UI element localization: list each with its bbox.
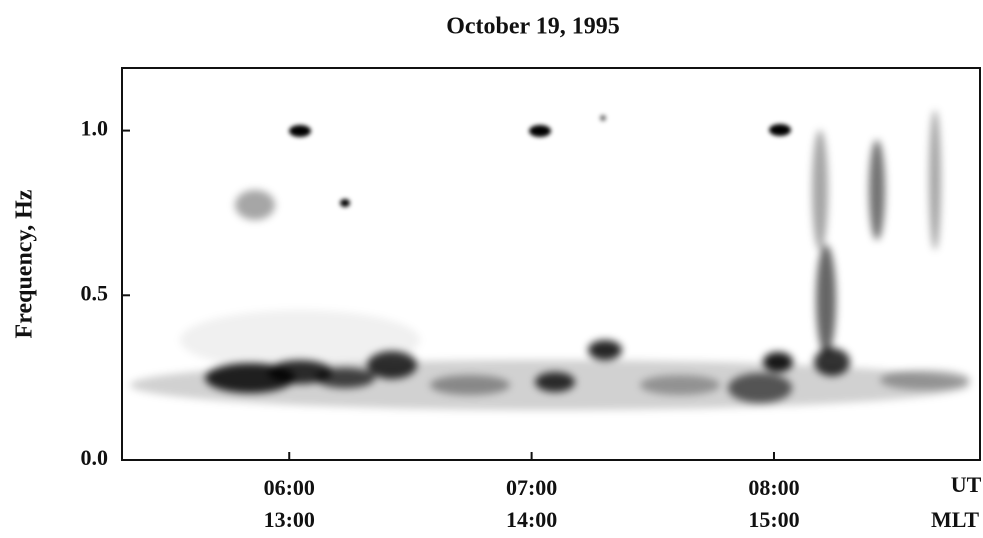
y-tick-label: 0.0	[81, 445, 109, 470]
x-tick-label: 07:00	[506, 475, 557, 500]
y-tick-label: 0.5	[81, 280, 109, 305]
x2-axis-label: MLT	[931, 507, 979, 532]
spectrogram-image	[130, 110, 970, 410]
x-tick-label: 06:00	[264, 475, 315, 500]
y-axis-label: Frequency, Hz	[12, 189, 38, 338]
mlt-tick-label: 13:00	[264, 507, 315, 532]
x-axis-label: UT	[951, 472, 982, 497]
mlt-tick-label: 15:00	[748, 507, 799, 532]
y-tick-label: 1.0	[81, 116, 109, 141]
plot-frame	[121, 67, 981, 461]
x-tick-label: 08:00	[748, 475, 799, 500]
chart-title: October 19, 1995	[446, 14, 620, 40]
mlt-tick-label: 14:00	[506, 507, 557, 532]
